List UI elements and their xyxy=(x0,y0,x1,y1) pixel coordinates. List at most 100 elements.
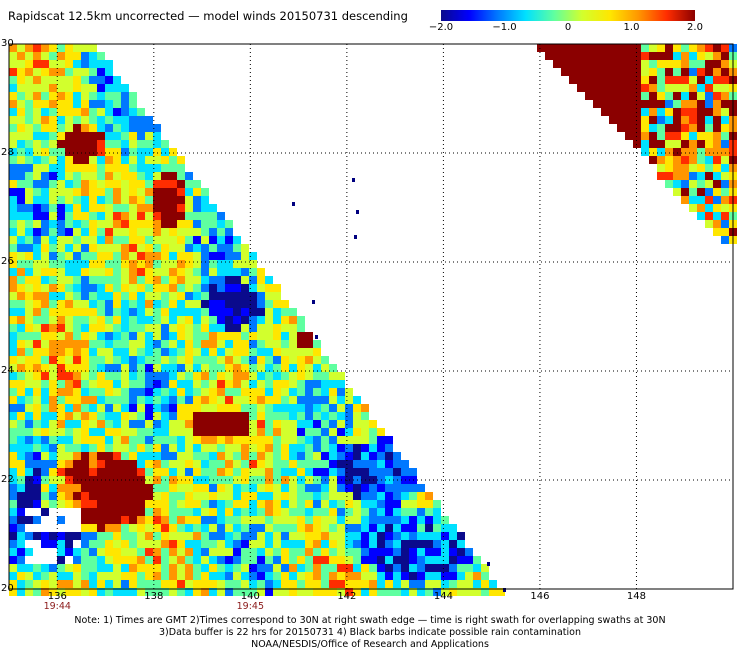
wind-cell xyxy=(337,500,345,508)
wind-cell xyxy=(97,204,105,212)
wind-cell xyxy=(73,548,81,556)
wind-cell xyxy=(145,340,153,348)
wind-cell xyxy=(153,356,161,364)
wind-cell xyxy=(33,220,41,228)
wind-cell xyxy=(713,212,721,220)
wind-cell xyxy=(353,444,361,452)
wind-cell xyxy=(161,468,169,476)
wind-cell xyxy=(321,436,329,444)
wind-cell xyxy=(9,236,17,244)
wind-cell xyxy=(25,460,33,468)
wind-cell xyxy=(73,428,81,436)
wind-cell xyxy=(145,468,153,476)
wind-cell xyxy=(313,524,321,532)
wind-cell xyxy=(113,436,121,444)
wind-cell xyxy=(129,180,137,188)
wind-cell xyxy=(73,228,81,236)
wind-cell xyxy=(33,580,41,588)
wind-cell xyxy=(673,140,681,148)
wind-cell xyxy=(265,276,273,284)
wind-cell xyxy=(41,396,49,404)
island xyxy=(292,202,295,206)
wind-cell xyxy=(281,388,289,396)
wind-cell xyxy=(49,316,57,324)
wind-cell xyxy=(241,412,249,420)
wind-cell xyxy=(313,380,321,388)
wind-cell xyxy=(33,396,41,404)
wind-cell xyxy=(89,124,97,132)
wind-cell xyxy=(73,196,81,204)
wind-cell xyxy=(209,276,217,284)
wind-cell xyxy=(33,436,41,444)
wind-cell xyxy=(145,276,153,284)
wind-cell xyxy=(393,500,401,508)
wind-cell xyxy=(185,564,193,572)
wind-cell xyxy=(697,164,705,172)
wind-cell xyxy=(305,420,313,428)
wind-cell xyxy=(33,236,41,244)
wind-cell xyxy=(249,396,257,404)
wind-cell xyxy=(601,84,609,92)
wind-cell xyxy=(225,540,233,548)
wind-cell xyxy=(641,108,649,116)
wind-cell xyxy=(25,260,33,268)
wind-cell xyxy=(73,572,81,580)
wind-cell xyxy=(25,388,33,396)
wind-cell xyxy=(177,388,185,396)
wind-cell xyxy=(17,524,25,532)
wind-cell xyxy=(657,84,665,92)
wind-cell xyxy=(209,404,217,412)
wind-cell xyxy=(377,532,385,540)
wind-cell xyxy=(257,396,265,404)
wind-cell xyxy=(9,532,17,540)
wind-cell xyxy=(201,508,209,516)
wind-cell xyxy=(97,236,105,244)
wind-cell xyxy=(657,164,665,172)
wind-cell xyxy=(57,252,65,260)
wind-cell xyxy=(177,244,185,252)
wind-cell xyxy=(337,468,345,476)
wind-cell xyxy=(689,164,697,172)
wind-cell xyxy=(97,548,105,556)
wind-cell xyxy=(217,436,225,444)
wind-cell xyxy=(169,276,177,284)
wind-cell xyxy=(257,588,265,596)
wind-cell xyxy=(81,516,89,524)
wind-cell xyxy=(177,252,185,260)
wind-cell xyxy=(241,324,249,332)
wind-cell xyxy=(177,180,185,188)
wind-cell xyxy=(17,428,25,436)
wind-cell xyxy=(697,124,705,132)
wind-cell xyxy=(225,556,233,564)
wind-cell xyxy=(121,356,129,364)
wind-cell xyxy=(81,308,89,316)
wind-cell xyxy=(249,572,257,580)
latitude-tick: 30 xyxy=(1,38,14,49)
wind-cell xyxy=(33,588,41,596)
wind-cell xyxy=(585,44,593,52)
wind-cell xyxy=(9,308,17,316)
wind-cell xyxy=(241,508,249,516)
wind-cell xyxy=(153,284,161,292)
wind-cell xyxy=(449,564,457,572)
wind-cell xyxy=(145,588,153,596)
wind-cell xyxy=(297,356,305,364)
wind-cell xyxy=(129,284,137,292)
wind-cell xyxy=(633,76,641,84)
wind-cell xyxy=(201,564,209,572)
wind-cell xyxy=(337,532,345,540)
wind-cell xyxy=(225,484,233,492)
wind-cell xyxy=(569,60,577,68)
wind-cell xyxy=(209,316,217,324)
colorbar-tick: −2.0 xyxy=(428,22,454,33)
wind-cell xyxy=(209,340,217,348)
wind-cell xyxy=(305,356,313,364)
wind-cell xyxy=(217,428,225,436)
wind-cell xyxy=(33,372,41,380)
wind-cell xyxy=(689,204,697,212)
wind-cell xyxy=(9,108,17,116)
wind-cell xyxy=(361,500,369,508)
wind-cell xyxy=(169,572,177,580)
wind-cell xyxy=(713,204,721,212)
wind-cell xyxy=(361,436,369,444)
